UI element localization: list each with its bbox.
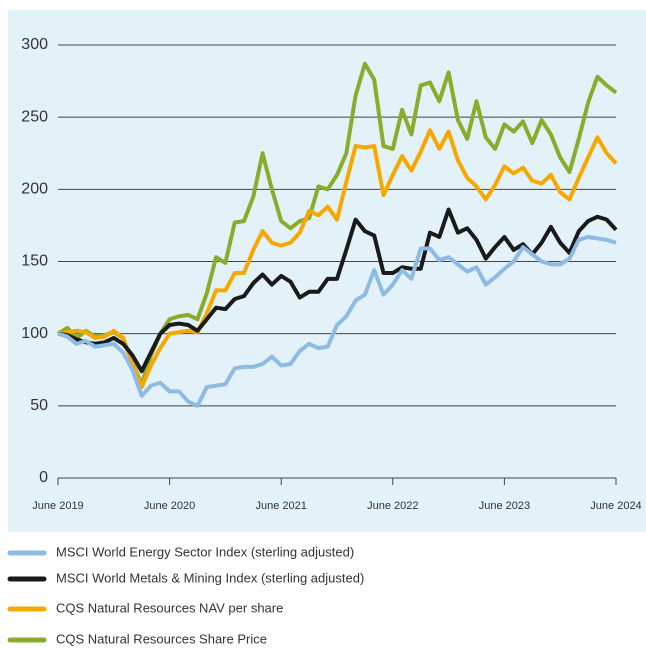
plot-background bbox=[8, 10, 646, 532]
y-tick-label: 0 bbox=[39, 469, 48, 486]
x-tick-label: June 2023 bbox=[479, 500, 530, 512]
legend-label: CQS Natural Resources Share Price bbox=[56, 631, 267, 646]
y-tick-label: 300 bbox=[21, 36, 48, 53]
series-line bbox=[57, 207, 618, 374]
x-tick-label: June 2021 bbox=[256, 500, 307, 512]
y-tick-label: 50 bbox=[30, 397, 48, 414]
x-tick-label: June 2022 bbox=[367, 500, 418, 512]
legend-label: CQS Natural Resources NAV per share bbox=[56, 600, 283, 615]
y-tick-label: 100 bbox=[21, 325, 48, 342]
x-tick-label: June 2024 bbox=[590, 500, 641, 512]
x-tick-label: June 2019 bbox=[32, 500, 83, 512]
series-line bbox=[57, 234, 617, 408]
y-tick-label: 150 bbox=[21, 253, 48, 270]
legend-label: MSCI World Energy Sector Index (sterling… bbox=[56, 544, 354, 559]
x-tick-label: June 2020 bbox=[144, 500, 195, 512]
y-tick-label: 250 bbox=[21, 108, 48, 125]
y-tick-label: 200 bbox=[21, 181, 48, 198]
legend-label: MSCI World Metals & Mining Index (sterli… bbox=[56, 570, 364, 585]
series-line bbox=[57, 128, 618, 390]
